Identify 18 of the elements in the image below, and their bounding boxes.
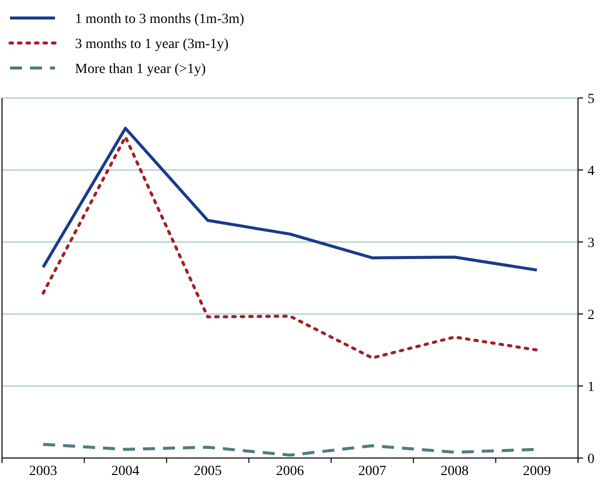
y-tick-label: 1	[588, 380, 594, 395]
line-series	[42, 135, 538, 360]
y-tick-label: 2	[588, 308, 594, 323]
x-tick-label: 2003	[29, 464, 58, 479]
x-tick-label: 2009	[522, 464, 551, 479]
y-tick-label: 3	[588, 236, 594, 251]
x-tick-label: 2004	[111, 464, 140, 479]
y-tick-label: 4	[588, 164, 594, 179]
line-series	[42, 126, 538, 272]
y-tick-label: 5	[588, 92, 594, 107]
legend-label: More than 1 year (>1y)	[75, 62, 206, 77]
y-tick-label: 0	[588, 452, 594, 467]
legend-label: 1 month to 3 months (1m-3m)	[75, 12, 244, 27]
legend-label: 3 months to 1 year (3m-1y)	[75, 37, 229, 52]
x-tick-label: 2006	[276, 464, 304, 479]
x-tick-label: 2007	[358, 464, 386, 479]
x-tick-label: 2005	[194, 464, 222, 479]
x-tick-label: 2008	[440, 464, 469, 479]
